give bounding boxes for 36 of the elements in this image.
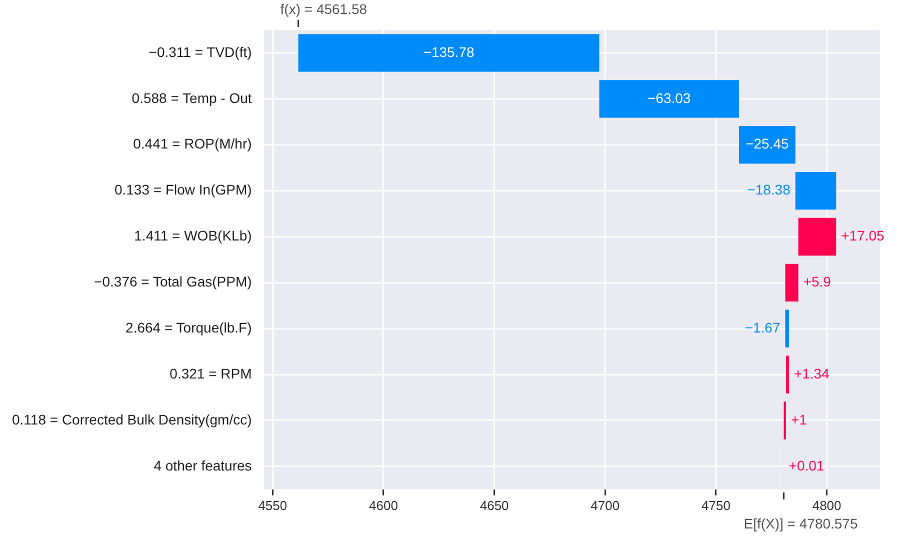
x-tick-label: 4650 [480,498,509,513]
y-tick-label: 0.441 = ROP(M/hr) [133,136,252,152]
y-tick-label: −0.376 = Total Gas(PPM) [94,274,252,290]
y-tick-label: 0.321 = RPM [170,365,252,382]
data-label: −63.03 [648,90,691,106]
data-label: +0.01 [788,457,824,474]
y-tick-label: 0.588 = Temp - Out [132,90,252,106]
y-tick-label: −0.311 = TVD(ft) [148,44,252,60]
x-tick-label: 4700 [590,498,620,513]
data-label: −18.38 [747,182,791,198]
bar [798,218,836,256]
y-tick-label: 1.411 = WOB(KLb) [134,228,252,244]
bar [599,80,739,118]
x-tick-label: 4750 [702,498,730,513]
y-tick-label: 2.664 = Torque(lb.F) [126,319,252,336]
bar [786,356,789,394]
text: E[f(X)] = 4780.575 [744,515,858,532]
text: f(x) = 4561.58 [280,0,368,17]
x-tick-label: 4800 [812,498,842,513]
data-label: +17.05 [841,228,885,244]
data-label: −25.45 [746,136,789,152]
x-tick-label: 4550 [258,498,288,513]
bar [738,126,796,164]
y-tick-label: 4 other features [154,457,252,474]
y-tick-label: 0.118 = Corrected Bulk Density(gm/cc) [12,411,252,428]
bar [795,172,836,210]
data-label: −1.67 [744,319,780,336]
data-label: −135.78 [423,44,474,60]
data-label: +1.34 [794,365,830,382]
data-label: +1 [790,411,808,428]
bar [785,264,798,302]
bar [785,310,789,348]
bar [298,34,600,72]
x-tick-label: 4600 [369,498,398,513]
y-tick-label: 0.133 = Flow In(GPM) [114,182,252,198]
data-label: +5.9 [803,274,832,290]
